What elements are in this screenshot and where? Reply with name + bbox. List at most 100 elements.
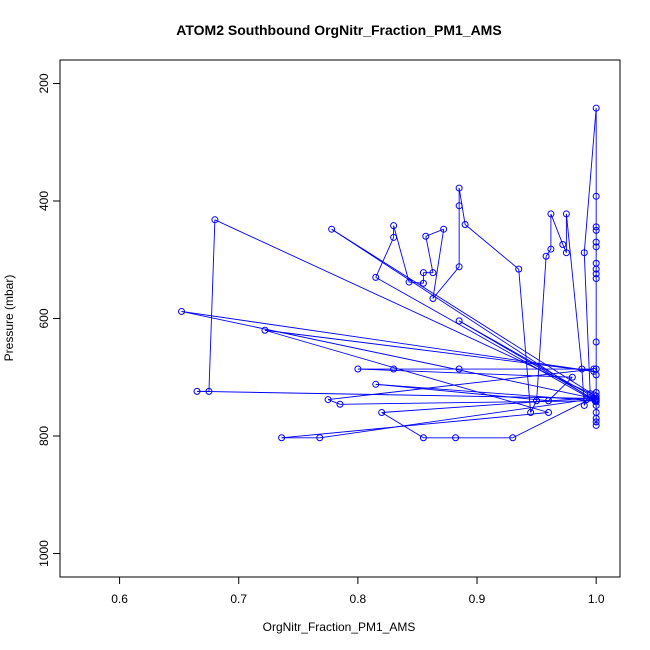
data-point — [372, 273, 380, 281]
data-point — [405, 278, 413, 286]
data-point — [590, 367, 598, 375]
data-point — [580, 249, 588, 257]
data-point — [592, 192, 600, 200]
series-segment — [281, 412, 549, 439]
data-point — [211, 216, 219, 224]
y-tick-label: 800 — [37, 426, 51, 446]
data-point — [440, 225, 448, 233]
data-point — [419, 279, 427, 287]
data-point — [592, 409, 600, 416]
data-point — [178, 307, 186, 315]
series-segment — [181, 311, 594, 399]
data-point — [592, 243, 600, 251]
data-point — [515, 265, 523, 273]
data-point — [580, 401, 588, 409]
data-point — [592, 226, 600, 234]
x-tick-label: 1.0 — [588, 592, 605, 606]
series-segment — [214, 219, 594, 396]
series-segment — [181, 311, 594, 372]
data-point — [590, 391, 598, 399]
series-segment — [264, 329, 594, 372]
x-tick-label: 0.9 — [469, 592, 486, 606]
series-segment — [536, 256, 547, 401]
data-point — [592, 421, 600, 429]
series-segment — [319, 397, 597, 439]
series-segment — [197, 390, 594, 399]
y-tick-label: 200 — [37, 73, 51, 93]
y-axis-label: Pressure (mbar) — [2, 275, 16, 362]
data-point — [316, 434, 324, 442]
data-point — [193, 387, 201, 395]
data-point — [527, 409, 535, 416]
data-point — [592, 389, 600, 397]
data-point — [592, 275, 600, 283]
series-segment — [331, 228, 595, 396]
data-point — [422, 232, 430, 240]
data-point — [562, 249, 570, 257]
series-segment — [432, 266, 460, 299]
data-point — [354, 365, 362, 373]
data-point — [461, 221, 469, 228]
series-segment — [545, 248, 552, 257]
data-point — [533, 397, 541, 405]
data-point — [545, 397, 553, 405]
data-point — [592, 398, 600, 406]
data-point — [455, 317, 463, 325]
series-segment — [264, 329, 549, 413]
series-segment — [381, 412, 424, 439]
x-tick-label: 0.8 — [350, 592, 367, 606]
data-point — [562, 210, 570, 218]
data-point — [592, 238, 600, 246]
y-tick-label: 1000 — [37, 540, 51, 567]
data-point — [328, 225, 336, 233]
data-point — [419, 269, 427, 277]
series-segment — [518, 269, 532, 413]
data-point — [336, 400, 344, 408]
data-point — [278, 434, 286, 442]
series-segment — [409, 281, 424, 284]
data-point — [547, 245, 555, 253]
x-tick-label: 0.6 — [111, 592, 128, 606]
data-point — [583, 396, 591, 404]
data-point — [455, 184, 463, 192]
series-segment — [565, 213, 583, 370]
series-segment — [375, 383, 549, 402]
series-points — [178, 104, 600, 442]
series-segment — [425, 236, 434, 273]
data-point — [390, 233, 398, 241]
y-tick-label: 600 — [37, 308, 51, 328]
data-point — [509, 434, 517, 442]
data-point — [378, 409, 386, 416]
y-axis: 200 400 600 800 1000 — [37, 73, 60, 567]
data-point — [261, 326, 269, 334]
series-segment — [327, 399, 341, 405]
data-point — [205, 387, 213, 395]
data-point — [590, 365, 598, 373]
series-segment — [562, 244, 567, 253]
data-point — [452, 434, 460, 442]
data-point — [592, 338, 600, 346]
data-point — [568, 373, 576, 381]
data-point — [455, 263, 463, 271]
data-point — [592, 104, 600, 112]
data-point — [324, 396, 332, 404]
data-point — [542, 252, 550, 260]
series-segment — [375, 276, 597, 403]
data-point — [547, 210, 555, 218]
data-point — [592, 265, 600, 273]
data-point — [372, 380, 380, 388]
series-segment — [432, 229, 445, 299]
data-point — [559, 240, 567, 248]
x-tick-label: 0.7 — [230, 592, 247, 606]
chart-title: ATOM2 Southbound OrgNitr_Fraction_PM1_AM… — [176, 22, 501, 38]
data-point — [419, 434, 427, 442]
data-point — [390, 222, 398, 230]
data-point — [592, 270, 600, 278]
x-axis-label: OrgNitr_Fraction_PM1_AMS — [263, 620, 416, 634]
data-point — [578, 365, 586, 373]
series-lines — [181, 108, 597, 439]
data-point — [429, 295, 437, 303]
data-point — [592, 223, 600, 231]
series-segment — [208, 219, 216, 392]
